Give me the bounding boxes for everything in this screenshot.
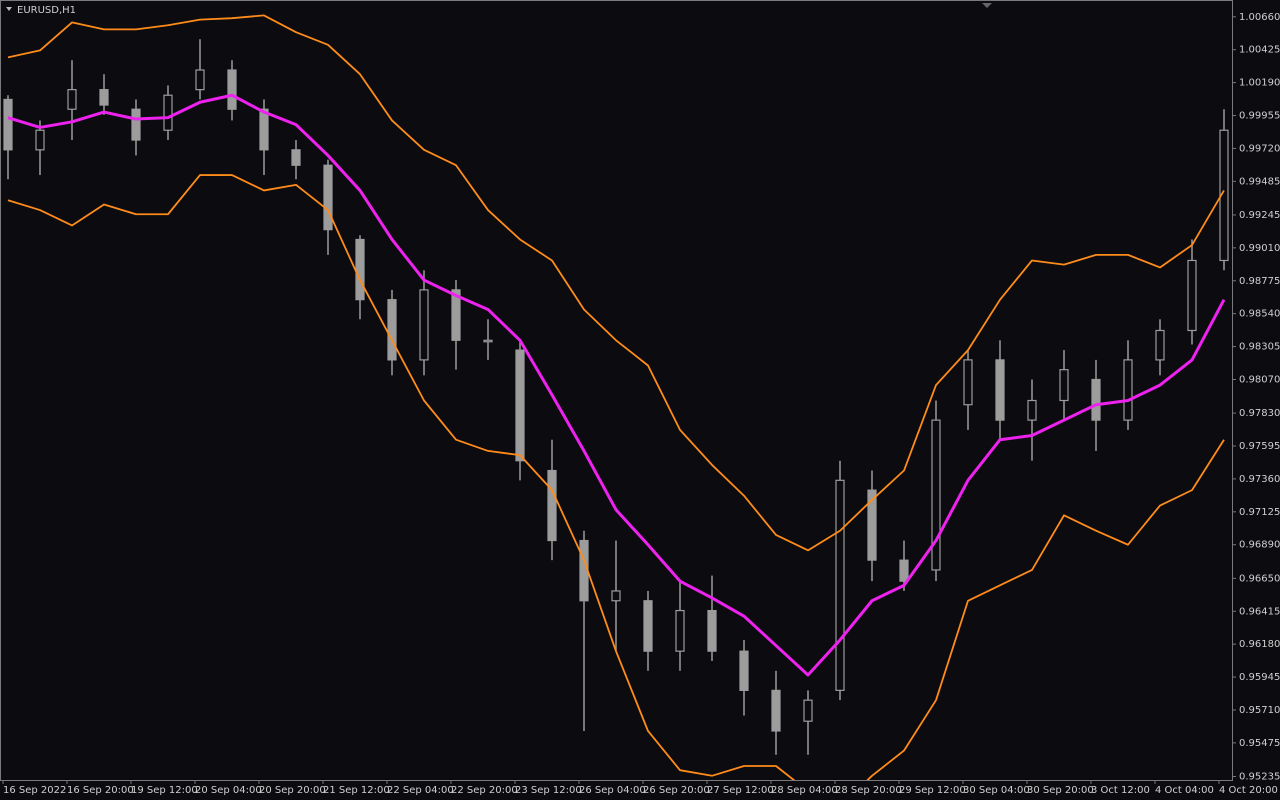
candle-body xyxy=(131,108,141,141)
y-tick-label: 0.95475 xyxy=(1239,738,1280,749)
y-tick-label: 0.97830 xyxy=(1239,408,1280,419)
x-tick-label: 26 Sep 04:00 xyxy=(579,785,646,796)
candle-body xyxy=(995,359,1005,421)
candle-body xyxy=(931,419,941,571)
candle-body xyxy=(387,299,397,361)
x-tick-label: 26 Sep 20:00 xyxy=(643,785,710,796)
candle-body xyxy=(35,129,45,151)
indicator-line xyxy=(7,14,1225,552)
shift-marker[interactable] xyxy=(982,3,992,8)
y-tick-label: 0.95235 xyxy=(1239,771,1280,782)
candle-body xyxy=(355,238,365,301)
y-tick-label: 0.99245 xyxy=(1239,210,1280,221)
x-tick-label: 22 Sep 04:00 xyxy=(387,785,454,796)
candle-body xyxy=(547,469,557,542)
plot-area xyxy=(3,14,1229,780)
y-tick-label: 0.97595 xyxy=(1239,441,1280,452)
candle-body xyxy=(259,108,269,151)
candle-body xyxy=(515,349,525,462)
y-tick-label: 0.99720 xyxy=(1239,143,1280,154)
y-tick-label: 0.99010 xyxy=(1239,243,1280,254)
x-tick-label: 3 Oct 12:00 xyxy=(1091,785,1150,796)
candle-body xyxy=(803,699,813,722)
candle-body xyxy=(323,164,333,231)
x-tick-label: 4 Oct 04:00 xyxy=(1155,785,1214,796)
candle-body xyxy=(227,69,237,110)
y-tick-label: 0.98305 xyxy=(1239,342,1280,353)
candle-body xyxy=(1155,329,1165,361)
candle-body xyxy=(675,609,685,652)
candle-body xyxy=(291,149,301,166)
y-tick-label: 1.00425 xyxy=(1239,45,1280,56)
y-tick-label: 0.97360 xyxy=(1239,474,1280,485)
y-tick-label: 0.96650 xyxy=(1239,573,1280,584)
candle-body xyxy=(163,94,173,131)
candle-body xyxy=(1219,129,1229,262)
candle-body xyxy=(1187,259,1197,332)
candle-body xyxy=(1123,359,1133,421)
candle-body xyxy=(1059,369,1069,402)
candle-body xyxy=(451,289,461,341)
x-tick-label: 30 Sep 20:00 xyxy=(1027,785,1094,796)
x-tick-label: 21 Sep 12:00 xyxy=(323,785,390,796)
x-tick-label: 22 Sep 20:00 xyxy=(451,785,518,796)
candle-body xyxy=(483,339,493,343)
x-tick-label: 20 Sep 20:00 xyxy=(259,785,326,796)
chart-title: EURUSD,H1 xyxy=(17,5,76,16)
x-tick-label: 4 Oct 20:00 xyxy=(1219,785,1278,796)
candle-body xyxy=(643,600,653,652)
y-tick-label: 0.97125 xyxy=(1239,507,1280,518)
x-tick-label: 23 Sep 12:00 xyxy=(515,785,582,796)
x-tick-label: 28 Sep 04:00 xyxy=(771,785,838,796)
y-tick-label: 1.00660 xyxy=(1239,12,1280,23)
candle-body xyxy=(1091,378,1101,421)
candle-body xyxy=(867,489,877,561)
plot-frame xyxy=(0,0,1233,781)
y-tick-label: 1.00190 xyxy=(1239,78,1280,89)
y-tick-label: 0.96890 xyxy=(1239,540,1280,551)
candle-body xyxy=(771,689,781,732)
menu-arrow[interactable] xyxy=(6,7,12,11)
y-tick-label: 0.96415 xyxy=(1239,606,1280,617)
candle-body xyxy=(67,89,77,110)
y-tick-label: 0.99485 xyxy=(1239,176,1280,187)
y-tick-label: 0.98775 xyxy=(1239,276,1280,287)
y-tick-label: 0.95945 xyxy=(1239,672,1280,683)
y-tick-label: 0.96180 xyxy=(1239,639,1280,650)
candle-body xyxy=(739,650,749,691)
indicator-line xyxy=(7,174,1225,780)
x-tick-label: 28 Sep 20:00 xyxy=(835,785,902,796)
candle-body xyxy=(419,289,429,361)
candle-body xyxy=(899,559,909,582)
x-tick-label: 30 Sep 04:00 xyxy=(963,785,1030,796)
candle-body xyxy=(1027,399,1037,421)
candle-body xyxy=(611,590,621,602)
y-tick-label: 0.99955 xyxy=(1239,111,1280,122)
x-tick-label: 29 Sep 12:00 xyxy=(899,785,966,796)
x-tick-label: 16 Sep 20:00 xyxy=(67,785,134,796)
y-tick-label: 0.95710 xyxy=(1239,705,1280,716)
x-tick-label: 27 Sep 12:00 xyxy=(707,785,774,796)
candle-body xyxy=(3,98,13,151)
candle-body xyxy=(195,69,205,91)
y-tick-label: 0.98540 xyxy=(1239,309,1280,320)
indicator-line xyxy=(7,93,1226,677)
y-tick-label: 0.98070 xyxy=(1239,374,1280,385)
x-tick-label: 20 Sep 04:00 xyxy=(195,785,262,796)
x-tick-label: 16 Sep 2022 xyxy=(3,785,66,796)
x-tick-label: 19 Sep 12:00 xyxy=(131,785,198,796)
candle-body xyxy=(963,359,973,406)
candle-body xyxy=(707,609,717,652)
candle-body xyxy=(835,479,845,691)
candle-body xyxy=(99,89,109,106)
